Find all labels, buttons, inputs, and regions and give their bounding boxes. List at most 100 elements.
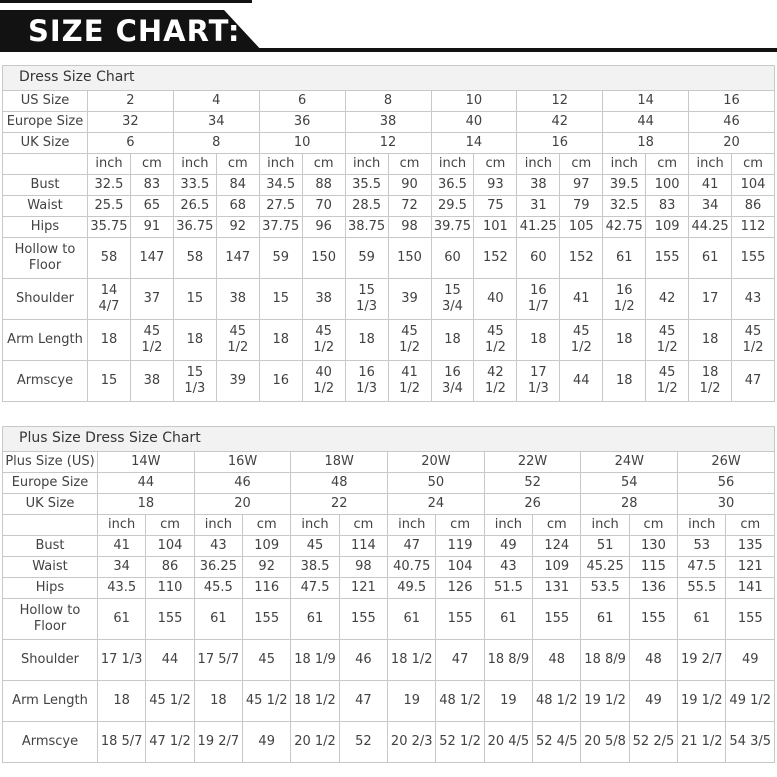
measurement-value: 16 1/2	[602, 278, 647, 320]
row-label: Europe Size	[2, 472, 98, 494]
unit-header: cm	[559, 153, 604, 175]
row-label: Arm Length	[2, 680, 98, 722]
row-label: Hollow to Floor	[2, 598, 98, 640]
measurement-value: 49	[483, 535, 534, 557]
unit-header: inch	[172, 153, 217, 175]
measurement-value: 68	[215, 195, 260, 217]
size-value: 4	[172, 90, 260, 112]
size-value: 52	[483, 472, 582, 494]
measurement-row: Waist 34 86 36.25 92 38.5 98 40.75 104 43 109 45.25…	[2, 556, 775, 578]
measurement-value: 52	[338, 721, 389, 763]
size-value: 38	[344, 111, 432, 133]
size-value: 36	[258, 111, 346, 133]
measurement-value: 40 1/2	[301, 360, 346, 402]
measurement-value: 18	[688, 319, 733, 361]
measurement-value: 18	[258, 319, 303, 361]
measurement-value: 44	[559, 360, 604, 402]
measurement-value: 49	[725, 639, 775, 681]
size-value: 12	[516, 90, 604, 112]
measurement-value: 45 1/2	[242, 680, 292, 722]
measurement-value: 41 1/2	[387, 360, 432, 402]
measurement-value: 34.5	[258, 174, 303, 196]
measurement-value: 155	[145, 598, 195, 640]
measurement-value: 18	[172, 319, 217, 361]
measurement-value: 79	[559, 195, 604, 217]
unit-header: inch	[516, 153, 561, 175]
measurement-value: 32.5	[87, 174, 131, 196]
unit-header: cm	[731, 153, 775, 175]
size-value: 14W	[97, 451, 195, 473]
measurement-value: 15	[258, 278, 303, 320]
measurement-value: 18 1/2	[387, 639, 437, 681]
measurement-value: 136	[628, 577, 679, 599]
measurement-value: 155	[242, 598, 292, 640]
measurement-value: 15 1/3	[344, 278, 389, 320]
measurement-value: 47	[435, 639, 485, 681]
size-value: 10	[430, 90, 518, 112]
size-row: UK Size 6 8 10 12 14 16 18 20	[2, 132, 775, 154]
measurement-value: 48 1/2	[435, 680, 485, 722]
measurement-value: 16 1/7	[516, 278, 561, 320]
measurement-value: 19	[387, 680, 437, 722]
measurement-value: 20 4/5	[483, 721, 534, 763]
unit-header: inch	[193, 514, 244, 536]
size-value: 20	[688, 132, 775, 154]
measurement-value: 41.25	[516, 216, 561, 238]
row-label: Arm Length	[2, 319, 88, 361]
measurement-value: 46	[338, 639, 389, 681]
measurement-value: 18	[516, 319, 561, 361]
measurement-value: 155	[338, 598, 389, 640]
measurement-value: 39	[387, 278, 432, 320]
table-title-row: Dress Size Chart	[2, 65, 775, 91]
unit-header: cm	[628, 514, 679, 536]
size-value: 22	[290, 493, 389, 515]
size-value: 42	[516, 111, 604, 133]
measurement-value: 124	[532, 535, 582, 557]
row-label: Armscye	[2, 360, 88, 402]
measurement-value: 88	[301, 174, 346, 196]
measurement-value: 32.5	[602, 195, 647, 217]
measurement-value: 40.75	[387, 556, 437, 578]
measurement-value: 52 1/2	[435, 721, 485, 763]
row-label: Waist	[2, 195, 88, 217]
measurement-value: 61	[96, 598, 147, 640]
measurement-value: 19 1/2	[580, 680, 630, 722]
measurement-row: Hollow to Floor 58 147 58 147 59 150 59 150 60 152…	[2, 237, 775, 279]
row-label: Hips	[2, 216, 88, 238]
measurement-value: 18 5/7	[96, 721, 147, 763]
size-value: 12	[344, 132, 432, 154]
size-value: 56	[677, 472, 775, 494]
size-row: Europe Size 44 46 48 50 52 54 56	[2, 472, 775, 494]
measurement-row: Armscye 15 38 15 1/3 39 16 40 1/2 16 1/3 41 1/2 1…	[2, 360, 775, 402]
size-value: 40	[430, 111, 518, 133]
measurement-value: 42.75	[602, 216, 647, 238]
measurement-value: 18 1/2	[688, 360, 733, 402]
measurement-value: 59	[258, 237, 303, 279]
measurement-value: 38	[301, 278, 346, 320]
measurement-value: 119	[435, 535, 485, 557]
measurement-value: 155	[435, 598, 485, 640]
unit-header: inch	[688, 153, 733, 175]
measurement-value: 109	[242, 535, 292, 557]
unit-header: cm	[215, 153, 260, 175]
measurement-row: Shoulder 17 1/3 44 17 5/7 45 18 1/9 46 18 1/2 47…	[2, 639, 775, 681]
measurement-value: 61	[193, 598, 244, 640]
size-value: 16W	[193, 451, 292, 473]
measurement-value: 26.5	[172, 195, 217, 217]
size-value: 14	[430, 132, 518, 154]
unit-header-row: inch cm inch cm inch cm inch cm inch cm inch cm inch…	[2, 514, 775, 536]
size-value: 22W	[483, 451, 582, 473]
size-value: 20	[193, 493, 292, 515]
unit-header: inch	[387, 514, 437, 536]
unit-header: inch	[87, 153, 131, 175]
measurement-value: 35.75	[87, 216, 131, 238]
measurement-value: 152	[559, 237, 604, 279]
measurement-value: 86	[145, 556, 195, 578]
measurement-value: 45 1/2	[145, 680, 195, 722]
table-title: Plus Size Dress Size Chart	[2, 426, 775, 452]
measurement-value: 17 1/3	[96, 639, 147, 681]
size-value: 26W	[677, 451, 775, 473]
measurement-value: 75	[473, 195, 518, 217]
measurement-value: 47.5	[290, 577, 340, 599]
measurement-value: 100	[645, 174, 690, 196]
